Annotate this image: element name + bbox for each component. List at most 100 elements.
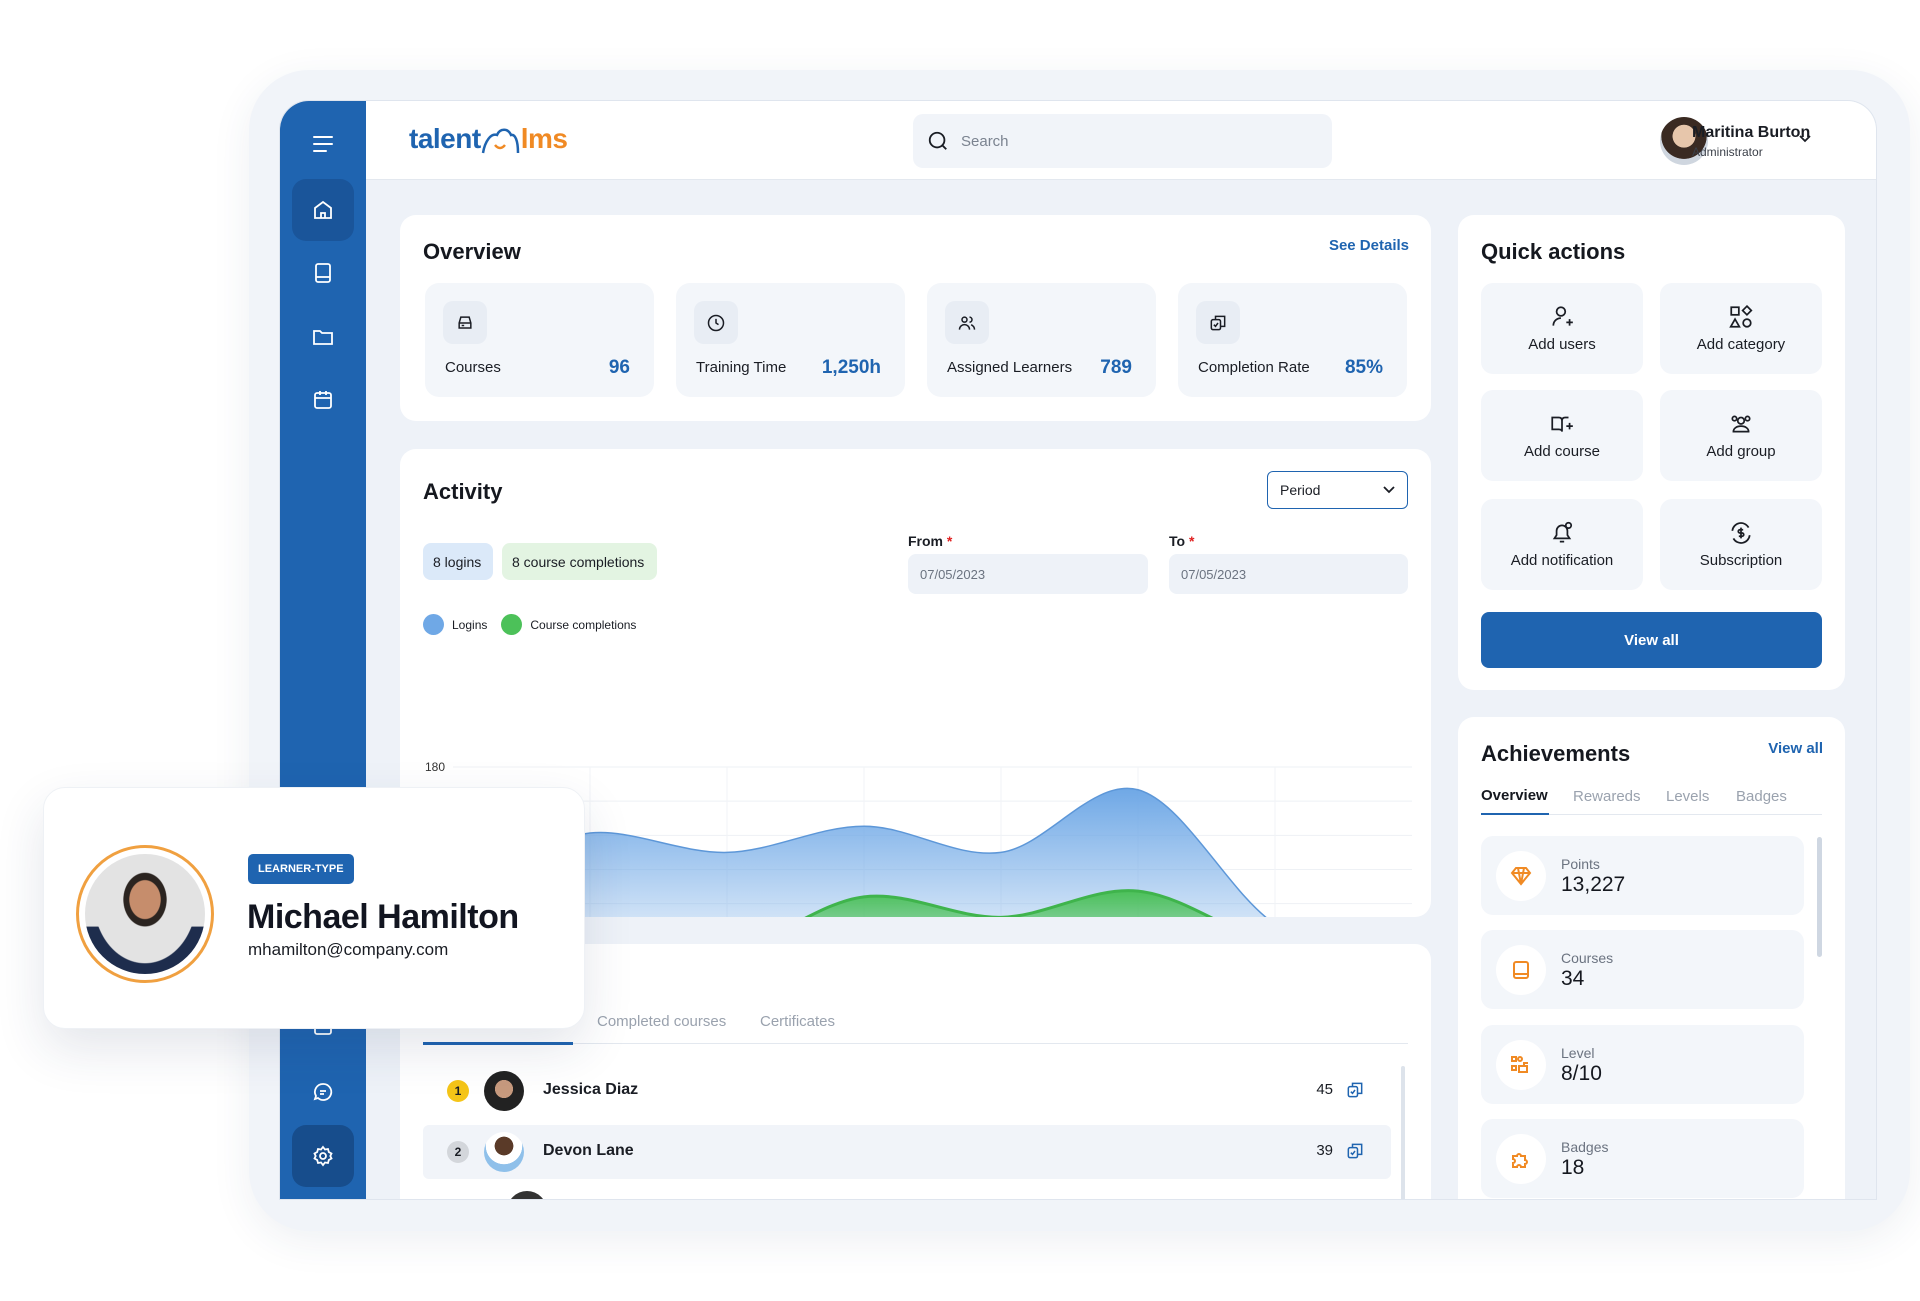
- achievement-courses[interactable]: Courses 34: [1481, 930, 1804, 1009]
- stat-training-time[interactable]: Training Time 1,250h: [676, 283, 905, 397]
- quick-actions-card: Quick actions Add users Add category Add…: [1458, 215, 1845, 690]
- subscription-button[interactable]: Subscription: [1660, 499, 1822, 590]
- tabs-divider: [1481, 814, 1822, 815]
- app-window: talent lms Search Maritina Burton Admini…: [279, 100, 1877, 1200]
- active-tab-underline: [1481, 813, 1549, 815]
- copy-check-icon[interactable]: [1345, 1141, 1365, 1161]
- legend-swatch-completions: [501, 614, 523, 635]
- achievement-level[interactable]: Level 8/10: [1481, 1025, 1804, 1104]
- y-tick-label: 180: [425, 760, 445, 774]
- stat-completion-rate[interactable]: Completion Rate 85%: [1178, 283, 1407, 397]
- add-course-button[interactable]: Add course: [1481, 390, 1643, 481]
- level-icon: [1496, 1040, 1546, 1090]
- clock-icon: [694, 301, 738, 344]
- see-details-link[interactable]: See Details: [1328, 237, 1409, 254]
- search-icon: [928, 131, 947, 150]
- series-area-0: [438, 788, 1266, 917]
- talentlms-logo[interactable]: talent lms: [409, 123, 568, 154]
- scrollbar[interactable]: [1817, 837, 1822, 957]
- achievement-label: Points: [1561, 856, 1600, 872]
- cloud-logo-icon: [481, 128, 519, 154]
- achievement-value: 34: [1561, 967, 1585, 990]
- stat-label: Assigned Learners: [947, 359, 1073, 376]
- folder-icon: [313, 330, 333, 345]
- tab-completed-courses[interactable]: Completed courses: [597, 1013, 727, 1030]
- achievement-label: Courses: [1561, 950, 1614, 966]
- user-role: Administrator: [1692, 145, 1763, 159]
- users-icon: [945, 301, 989, 344]
- achievement-badges[interactable]: Badges 18: [1481, 1119, 1804, 1198]
- add-users-button[interactable]: Add users: [1481, 283, 1643, 374]
- drive-icon: [443, 301, 487, 344]
- learner-name: Devon Lane: [543, 1142, 634, 1159]
- sidebar-item-home[interactable]: [292, 179, 354, 241]
- leaderboard-row[interactable]: 1 Jessica Diaz 45: [423, 1064, 1391, 1118]
- tab-levels[interactable]: Levels: [1666, 788, 1710, 805]
- avatar: [507, 1191, 547, 1199]
- tab-overview[interactable]: Overview: [1481, 787, 1548, 804]
- scrollbar[interactable]: [1401, 1066, 1405, 1199]
- to-date-input[interactable]: 07/05/2023: [1169, 554, 1408, 594]
- search-input[interactable]: Search: [913, 114, 1332, 168]
- stat-courses[interactable]: Courses 96: [425, 283, 654, 397]
- chat-icon: [313, 1083, 333, 1101]
- dollar-refresh-icon: [1731, 522, 1751, 544]
- learner-name: Michael Hamilton: [247, 898, 519, 936]
- achievements-card: Achievements View all Overview Rewareds …: [1458, 717, 1845, 1199]
- user-avatar[interactable]: [1660, 117, 1708, 165]
- sidebar-item-courses[interactable]: [292, 242, 354, 304]
- stat-label: Training Time: [696, 359, 787, 376]
- legend-label-logins: Logins: [452, 617, 488, 632]
- calendar-icon: [314, 391, 332, 409]
- overview-title: Overview: [423, 239, 521, 264]
- avatar: [484, 1071, 524, 1111]
- stat-assigned-learners[interactable]: Assigned Learners 789: [927, 283, 1156, 397]
- view-all-achievements-link[interactable]: View all: [1768, 740, 1823, 757]
- tab-rewareds[interactable]: Rewareds: [1573, 788, 1641, 805]
- tab-badges[interactable]: Badges: [1736, 788, 1787, 805]
- period-select[interactable]: Period: [1267, 471, 1408, 509]
- chevron-down-icon[interactable]: [1798, 134, 1812, 144]
- sidebar-item-calendar[interactable]: [292, 369, 354, 431]
- learner-name: Jessica Diaz: [543, 1081, 639, 1098]
- tabs-divider: [423, 1043, 1408, 1044]
- learner-email: mhamilton@company.com: [248, 940, 449, 959]
- learner-type-badge: LEARNER-TYPE: [248, 854, 354, 884]
- sidebar-item-files[interactable]: [292, 306, 354, 368]
- group-icon: [1731, 415, 1751, 433]
- achievement-points[interactable]: Points 13,227: [1481, 836, 1804, 915]
- sidebar-item-messages[interactable]: [292, 1061, 354, 1123]
- add-group-button[interactable]: Add group: [1660, 390, 1822, 481]
- user-name[interactable]: Maritina Burton: [1692, 124, 1811, 141]
- achievement-value: 8/10: [1561, 1062, 1602, 1085]
- stat-label: Completion Rate: [1198, 359, 1310, 376]
- menu-icon[interactable]: [292, 113, 354, 175]
- chart-legend: Logins Course completions: [423, 614, 636, 635]
- bell-icon: [1552, 521, 1573, 543]
- achievements-title: Achievements: [1481, 741, 1631, 766]
- learner-profile-card: LEARNER-TYPE Michael Hamilton mhamilton@…: [43, 787, 585, 1029]
- achievement-label: Level: [1561, 1045, 1595, 1061]
- tab-certificates[interactable]: Certificates: [760, 1013, 836, 1030]
- sidebar: [280, 101, 366, 1199]
- stat-value: 789: [1100, 357, 1132, 378]
- home-icon: [314, 200, 332, 219]
- top-header: talent lms Search Maritina Burton Admini…: [366, 101, 1876, 180]
- series-area-1: [807, 890, 1210, 917]
- quick-actions-title: Quick actions: [1481, 239, 1626, 264]
- sidebar-item-settings[interactable]: [292, 1125, 354, 1187]
- learner-avatar: [76, 845, 214, 983]
- add-notification-button[interactable]: Add notification: [1481, 499, 1643, 590]
- copy-check-icon[interactable]: [1345, 1080, 1365, 1100]
- legend-label-completions: Course completions: [530, 617, 637, 632]
- to-label: To *: [1169, 533, 1195, 549]
- add-category-button[interactable]: Add category: [1660, 283, 1822, 374]
- leaderboard-row[interactable]: 2 Devon Lane 39: [423, 1125, 1391, 1179]
- rank-badge: 2: [447, 1141, 469, 1163]
- activity-card: Activity Period 8 logins 8 course comple…: [400, 449, 1431, 917]
- from-date-input[interactable]: 07/05/2023: [908, 554, 1148, 594]
- diamond-icon: [1496, 851, 1546, 901]
- shapes-icon: [1729, 304, 1753, 328]
- view-all-actions-button[interactable]: View all: [1481, 612, 1822, 668]
- period-value: Period: [1280, 482, 1321, 498]
